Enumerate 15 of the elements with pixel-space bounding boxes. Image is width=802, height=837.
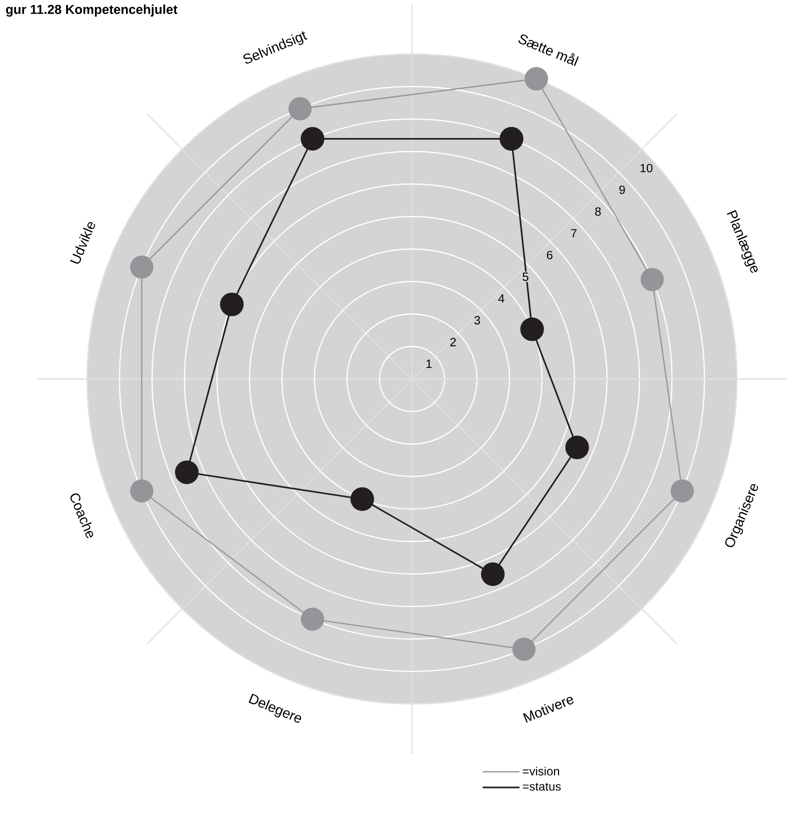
y-tick-label: 2 xyxy=(450,338,456,346)
chart-title: gur 11.28 Kompetencehjulet xyxy=(6,4,178,17)
y-tick-label: 3 xyxy=(474,316,480,325)
y-tick-label: 5 xyxy=(522,272,528,281)
y-tick-label: 7 xyxy=(571,229,577,238)
y-tick-label: 4 xyxy=(498,294,504,303)
y-tick-label: 6 xyxy=(546,250,552,260)
y-tick-label: 8 xyxy=(595,207,601,216)
spoke-label: Coache xyxy=(70,493,94,538)
spoke-label: Sætte mål xyxy=(518,34,579,66)
y-tick-label: 9 xyxy=(619,186,625,194)
y-tick-label: 10 xyxy=(640,164,652,172)
y-tick-label: 1 xyxy=(426,360,432,368)
legend-label: =vision xyxy=(522,766,560,776)
legend-label: =status xyxy=(522,782,561,791)
